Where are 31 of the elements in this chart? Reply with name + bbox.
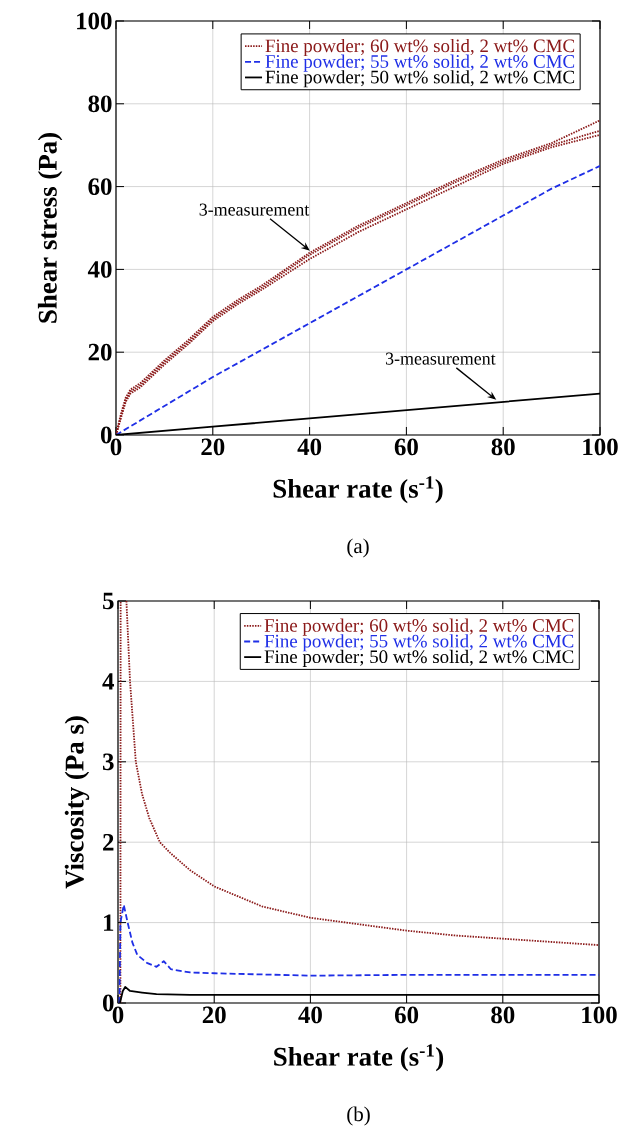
y-tick-label: 4 — [102, 673, 115, 690]
y-tick-label: 20 — [88, 343, 112, 361]
x-axis-title: Shear rate (s$^{-1}$) — [274, 1044, 444, 1072]
x-tick-label: 40 — [298, 1006, 322, 1024]
y-tick-label: 5 — [103, 592, 114, 610]
y-tick-label: 100 — [77, 12, 112, 30]
x-axis-title: Shear rate (s$^{-1}$) — [273, 476, 443, 504]
legend-label: Fine powder; 50 wt% solid, 2 wt% CMC — [265, 70, 575, 88]
y-axis-title: Shear stress (Pa) — [37, 133, 63, 323]
x-tick-label: 100 — [582, 1006, 617, 1024]
y-axis-title: Viscosity (Pa s) — [64, 716, 90, 889]
y-tick-label: 1 — [104, 914, 114, 931]
x-tick-label: 40 — [297, 438, 322, 456]
x-tick-label: 80 — [491, 1006, 515, 1024]
annotation: 3-measurement — [385, 352, 496, 365]
y-tick-label: 3 — [102, 753, 114, 771]
x-tick-label: 20 — [202, 1006, 226, 1024]
text: (a) — [347, 538, 369, 558]
text: (b) — [347, 1106, 370, 1126]
annotation: 3-measurement — [199, 203, 310, 216]
x-tick-label: 80 — [491, 438, 515, 456]
x-tick-label: 100 — [583, 438, 618, 456]
y-tick-label: 0 — [100, 426, 112, 444]
y-tick-label: 2 — [103, 833, 114, 851]
y-tick-label: 60 — [88, 178, 112, 195]
x-tick-label: 60 — [394, 438, 418, 456]
x-tick-label: 20 — [201, 438, 225, 456]
y-tick-label: 0 — [102, 994, 114, 1012]
x-tick-label: 60 — [394, 1006, 419, 1024]
y-tick-label: 40 — [87, 260, 112, 278]
y-tick-label: 80 — [88, 95, 112, 113]
